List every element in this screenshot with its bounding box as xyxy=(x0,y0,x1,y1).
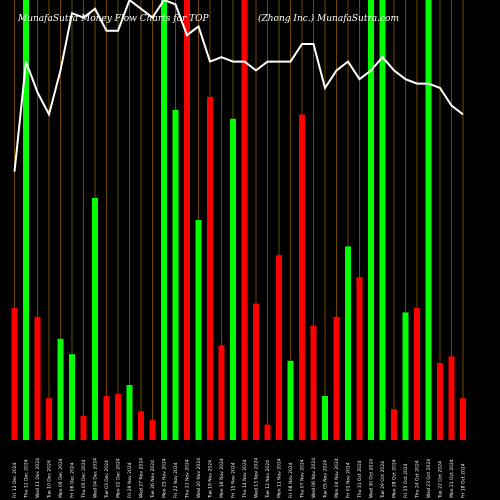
money-flow-bar xyxy=(241,0,248,440)
x-tick-label: Fri 22 Nov 2024 xyxy=(173,462,179,498)
x-tick-label: Tue 03 Dec 2024 xyxy=(104,460,110,499)
money-flow-bar xyxy=(322,396,328,440)
x-tick-label: Fri 29 Nov 2024 xyxy=(127,462,133,498)
x-tick-label: Fri 06 Dec 2024 xyxy=(70,462,76,498)
money-flow-bar xyxy=(287,360,294,440)
money-flow-bar xyxy=(23,0,29,440)
header-left-text: MunafaSutra Money Flow Charts for TOP xyxy=(17,14,210,24)
x-tick-label: Thu 21 Nov 2024 xyxy=(185,459,191,499)
money-flow-bar xyxy=(11,308,18,440)
money-flow-bar xyxy=(218,345,225,440)
x-tick-label: Wed 20 Nov 2024 xyxy=(196,458,202,498)
money-flow-bar xyxy=(115,393,121,440)
money-flow-bar xyxy=(57,338,64,440)
x-tick-label: Fri 01 Nov 2024 xyxy=(346,462,352,498)
x-tick-label: Thu 05 Dec 2024 xyxy=(81,459,87,499)
money-flow-bar xyxy=(126,385,133,440)
x-tick-label: Tue 12 Nov 2024 xyxy=(265,460,271,499)
x-tick-label: Wed 06 Nov 2024 xyxy=(311,458,317,498)
x-tick-label: Mon 21 Oct 2024 xyxy=(449,459,455,498)
x-tick-label: Wed 13 Nov 2024 xyxy=(254,458,260,498)
x-tick-label: Thu 24 Oct 2024 xyxy=(415,460,421,499)
x-tick-label: Thu 12 Dec 2024 xyxy=(24,459,30,499)
money-flow-bar xyxy=(207,96,213,441)
x-tick-label: Wed 30 Oct 2024 xyxy=(369,459,375,498)
money-flow-bar xyxy=(402,312,409,440)
money-flow-bar xyxy=(230,118,236,441)
money-flow-bars xyxy=(11,0,466,441)
x-tick-label: Tue 19 Nov 2024 xyxy=(208,460,214,499)
money-flow-bar xyxy=(379,0,386,440)
x-tick-label: Wed 04 Dec 2024 xyxy=(93,458,99,498)
money-flow-bar xyxy=(172,110,179,440)
x-tick-label: Mon 04 Nov 2024 xyxy=(334,458,340,498)
money-flow-bar xyxy=(195,220,202,440)
money-flow-bar xyxy=(425,0,432,440)
x-tick-label: Mon 02 Dec 2024 xyxy=(116,458,122,498)
money-flow-bar xyxy=(391,409,397,440)
money-flow-bar xyxy=(437,363,443,440)
money-flow-bar xyxy=(333,316,340,440)
x-tick-label: Mon 25 Nov 2024 xyxy=(162,458,168,498)
money-flow-bar xyxy=(276,255,282,440)
x-tick-label: Wed 23 Oct 2024 xyxy=(426,459,432,498)
money-flow-bar xyxy=(103,396,110,440)
x-tick-label: Tue 10 Dec 2024 xyxy=(47,460,53,499)
money-flow-bar xyxy=(149,420,156,440)
x-tick-label: Mon 09 Dec 2024 xyxy=(58,458,64,498)
x-tick-label: Fri 13 Dec 2024 xyxy=(12,462,18,498)
money-flow-bar xyxy=(46,398,52,440)
money-flow-bar xyxy=(80,415,87,440)
x-tick-label: Fri 18 Oct 2024 xyxy=(461,463,467,498)
money-flow-bar xyxy=(345,246,351,440)
money-flow-bar xyxy=(34,316,41,440)
money-flow-bar xyxy=(138,411,144,440)
x-tick-label: Mon 18 Nov 2024 xyxy=(219,458,225,498)
x-axis-tick-labels: Fri 13 Dec 2024 Thu 12 Dec 2024 Wed 11 Dec… xyxy=(12,458,467,499)
x-tick-label: Tue 29 Oct 2024 xyxy=(380,461,386,499)
header-right-text: (Zhong Inc.) MunafaSutra.com xyxy=(258,13,399,24)
x-tick-label: Wed 27 Nov 2024 xyxy=(139,458,145,498)
money-flow-bar xyxy=(310,325,317,440)
money-flow-bar xyxy=(448,356,455,440)
money-flow-bar xyxy=(253,303,259,440)
price-line xyxy=(13,0,464,172)
money-flow-bar xyxy=(161,0,167,440)
grid-lines xyxy=(14,0,464,440)
x-tick-label: Fri 15 Nov 2024 xyxy=(231,462,237,498)
x-tick-label: Wed 11 Dec 2024 xyxy=(35,458,41,498)
money-flow-bar xyxy=(356,277,363,440)
x-tick-label: Mon 11 Nov 2024 xyxy=(277,458,283,498)
money-flow-bar xyxy=(92,198,98,440)
x-tick-label: Mon 28 Oct 2024 xyxy=(392,459,398,498)
x-tick-label: Tue 26 Nov 2024 xyxy=(150,460,156,499)
money-flow-bar xyxy=(414,308,420,440)
money-flow-bar xyxy=(264,424,271,440)
x-tick-label: Tue 22 Oct 2024 xyxy=(438,461,444,499)
x-tick-label: Fri 08 Nov 2024 xyxy=(288,462,294,498)
x-tick-label: Fri 25 Oct 2024 xyxy=(403,463,409,498)
x-tick-label: Thu 14 Nov 2024 xyxy=(242,459,248,499)
money-flow-bar xyxy=(184,0,190,440)
x-tick-label: Thu 07 Nov 2024 xyxy=(300,459,306,499)
x-tick-label: Thu 31 Oct 2024 xyxy=(357,460,363,499)
money-flow-bar xyxy=(368,0,374,440)
money-flow-bar xyxy=(299,114,305,441)
money-flow-bar xyxy=(69,354,75,440)
money-flow-bar xyxy=(460,398,466,440)
x-tick-label: Tue 05 Nov 2024 xyxy=(323,460,329,499)
